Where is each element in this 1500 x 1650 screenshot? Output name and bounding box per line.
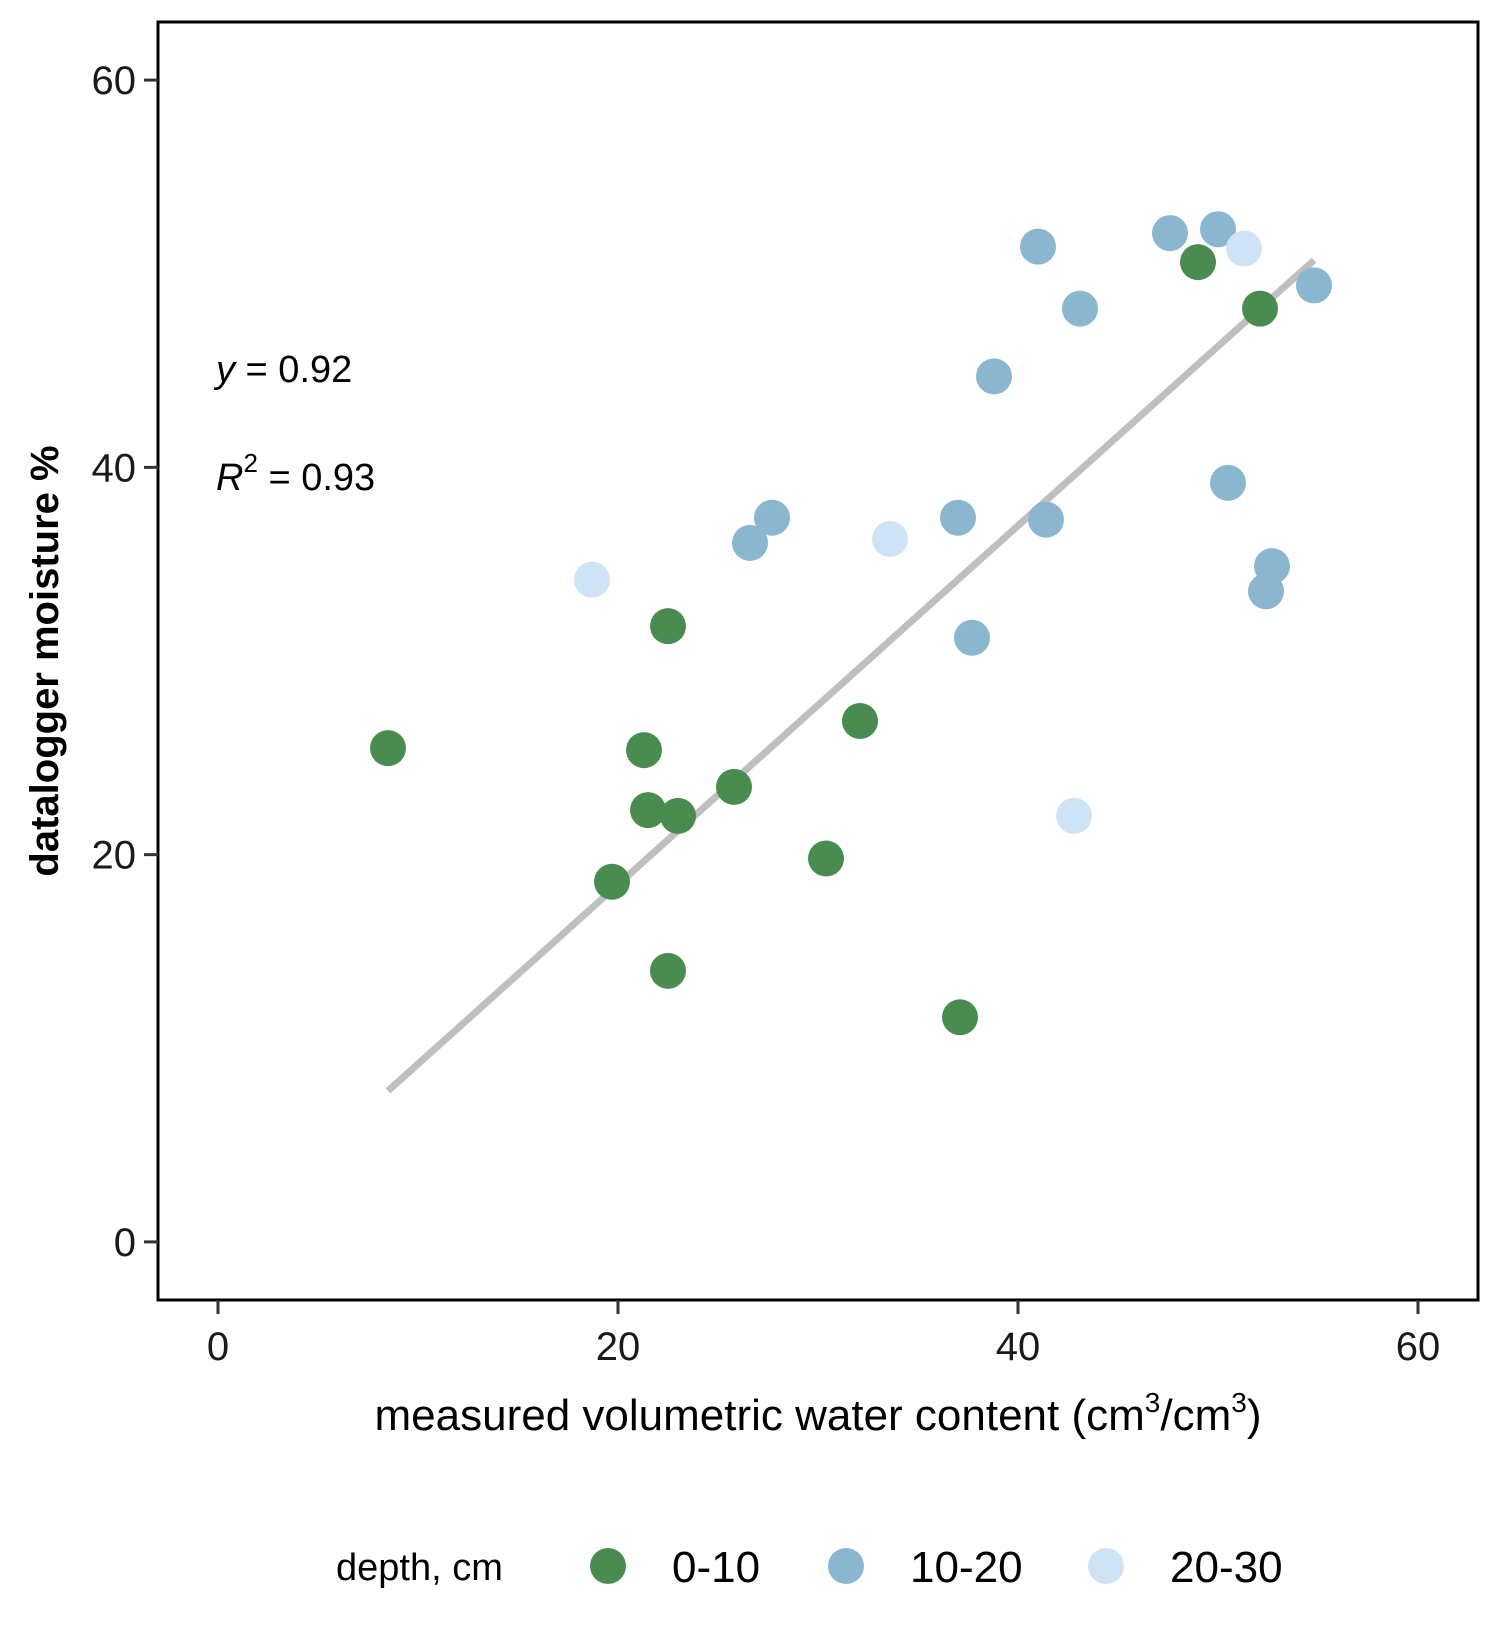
- data-point: [1056, 797, 1092, 834]
- y-tick-label: 40: [92, 446, 137, 490]
- x-axis-ticks: 0 20 40 60: [207, 1300, 1440, 1369]
- data-point: [1180, 244, 1216, 281]
- legend-label: 10-20: [910, 1543, 1023, 1592]
- data-point: [1296, 267, 1332, 304]
- data-point: [626, 732, 662, 769]
- legend-title: depth, cm: [336, 1547, 503, 1589]
- x-axis-title: measured volumetric water content (cm3/c…: [375, 1387, 1262, 1440]
- data-point: [1242, 290, 1278, 327]
- legend-label: 20-30: [1170, 1543, 1283, 1592]
- legend: depth, cm 0-10 10-20 20-30: [336, 1543, 1283, 1592]
- slope-annotation: y = 0.92: [213, 349, 352, 391]
- data-point: [716, 768, 752, 805]
- y-tick-label: 0: [114, 1221, 136, 1265]
- data-point: [370, 730, 406, 767]
- data-point: [1210, 464, 1246, 501]
- data-point: [1062, 290, 1098, 327]
- x-tick-label: 40: [996, 1325, 1041, 1369]
- data-point: [574, 561, 610, 598]
- data-point: [1020, 228, 1056, 265]
- data-point: [872, 521, 908, 558]
- data-point: [940, 499, 976, 536]
- fit-line-layer: [385, 257, 1317, 1094]
- data-point: [808, 840, 844, 877]
- data-point: [594, 863, 630, 900]
- data-point: [942, 999, 978, 1036]
- data-point: [650, 952, 686, 989]
- points-layer: [370, 211, 1332, 1036]
- data-point: [660, 797, 696, 834]
- data-point: [754, 499, 790, 536]
- legend-swatch: [1088, 1548, 1124, 1584]
- r-squared-annotation: R2 = 0.93: [216, 448, 375, 499]
- data-point: [842, 703, 878, 740]
- legend-label: 0-10: [672, 1543, 760, 1592]
- y-axis-ticks: 0 20 40 60: [92, 59, 158, 1265]
- data-point: [954, 619, 990, 656]
- plot-border: [156, 20, 1480, 1302]
- data-point: [1200, 211, 1236, 248]
- x-tick-label: 20: [596, 1325, 641, 1369]
- legend-swatch: [828, 1548, 864, 1584]
- fit-line: [385, 257, 1317, 1094]
- x-tick-label: 0: [207, 1325, 229, 1369]
- y-tick-label: 60: [92, 59, 137, 103]
- data-point: [650, 608, 686, 645]
- data-point: [1028, 501, 1064, 538]
- data-point: [1254, 548, 1290, 585]
- data-point: [976, 358, 1012, 395]
- data-point: [1226, 230, 1262, 267]
- x-tick-label: 60: [1396, 1325, 1441, 1369]
- y-tick-label: 20: [92, 834, 137, 878]
- legend-swatch: [590, 1548, 626, 1584]
- y-axis-title: datalogger moisture %: [23, 445, 67, 876]
- data-point: [1152, 215, 1188, 252]
- data-point: [630, 792, 666, 829]
- data-point: [732, 524, 768, 561]
